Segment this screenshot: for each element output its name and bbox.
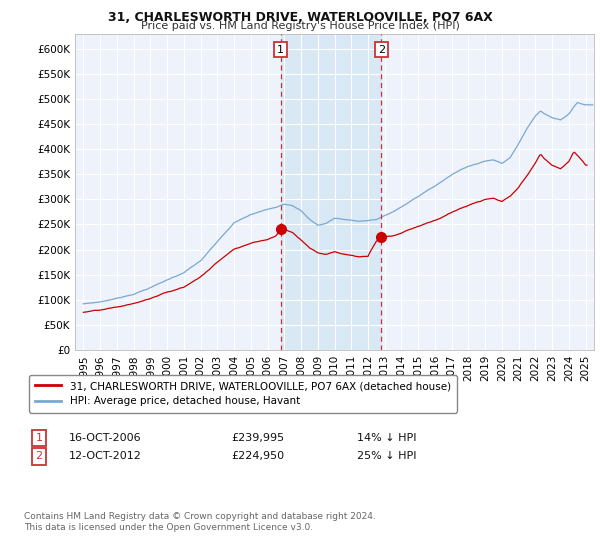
Text: 1: 1 <box>35 433 43 443</box>
Text: £239,995: £239,995 <box>231 433 284 443</box>
Text: 12-OCT-2012: 12-OCT-2012 <box>69 451 142 461</box>
Text: 16-OCT-2006: 16-OCT-2006 <box>69 433 142 443</box>
Text: Price paid vs. HM Land Registry's House Price Index (HPI): Price paid vs. HM Land Registry's House … <box>140 21 460 31</box>
Text: £224,950: £224,950 <box>231 451 284 461</box>
Text: 2: 2 <box>377 45 385 55</box>
Bar <box>281 34 381 350</box>
Text: 1: 1 <box>277 45 284 55</box>
Text: 25% ↓ HPI: 25% ↓ HPI <box>357 451 416 461</box>
Text: 31, CHARLESWORTH DRIVE, WATERLOOVILLE, PO7 6AX: 31, CHARLESWORTH DRIVE, WATERLOOVILLE, P… <box>107 11 493 24</box>
Legend: 31, CHARLESWORTH DRIVE, WATERLOOVILLE, PO7 6AX (detached house), HPI: Average pr: 31, CHARLESWORTH DRIVE, WATERLOOVILLE, P… <box>29 375 457 413</box>
Text: 2: 2 <box>35 451 43 461</box>
Text: Contains HM Land Registry data © Crown copyright and database right 2024.
This d: Contains HM Land Registry data © Crown c… <box>24 512 376 532</box>
Text: 14% ↓ HPI: 14% ↓ HPI <box>357 433 416 443</box>
